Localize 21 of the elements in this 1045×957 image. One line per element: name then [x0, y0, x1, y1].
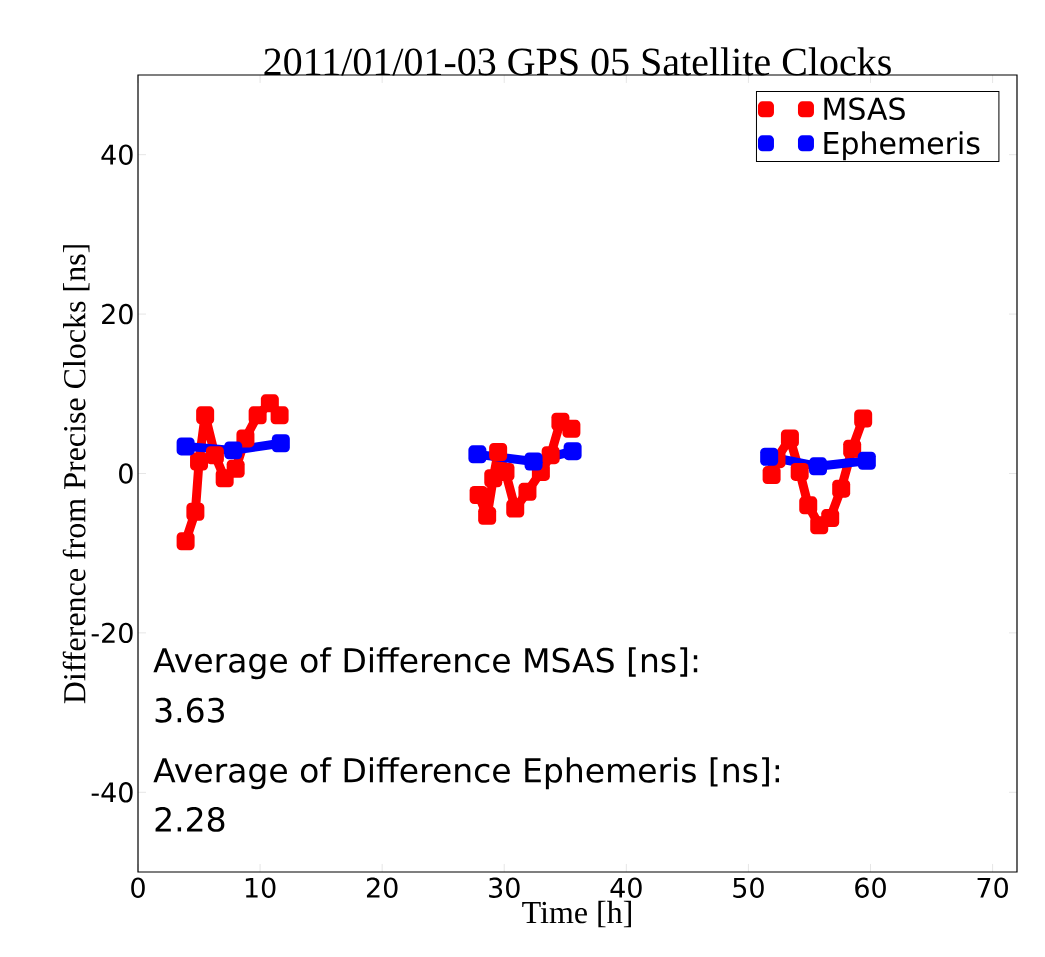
- y-tick-label: 40: [101, 144, 133, 165]
- annotation: Average of Difference MSAS [ns]:: [153, 647, 698, 680]
- legend-label: MSAS: [824, 97, 905, 121]
- x-tick-label: 40: [610, 877, 642, 898]
- chart-title: 2011/01/01-03 GPS 05 Satellite Clocks: [264, 47, 891, 76]
- x-tick-label: 70: [977, 877, 1008, 898]
- y-axis-title: Difference from Precise Clocks [ns]: [62, 245, 90, 704]
- y-tick-label: -20: [91, 622, 133, 644]
- y-tick-label: -40: [91, 782, 133, 803]
- annotation: 2.28: [155, 806, 225, 832]
- annotation: Average of Difference Ephemeris [ns]:: [153, 757, 780, 790]
- x-tick-label: 60: [855, 877, 886, 898]
- x-tick-label: 30: [489, 877, 520, 898]
- x-tick-label: 10: [245, 877, 276, 898]
- x-tick-label: 50: [733, 877, 764, 898]
- y-tick-label: 20: [102, 303, 133, 325]
- y-tick-label: 0: [119, 463, 133, 484]
- x-axis-title: Time [h]: [522, 900, 631, 928]
- annotation: 3.63: [155, 697, 224, 723]
- legend-label: Ephemeris: [824, 131, 980, 161]
- x-tick-label: 20: [366, 877, 398, 898]
